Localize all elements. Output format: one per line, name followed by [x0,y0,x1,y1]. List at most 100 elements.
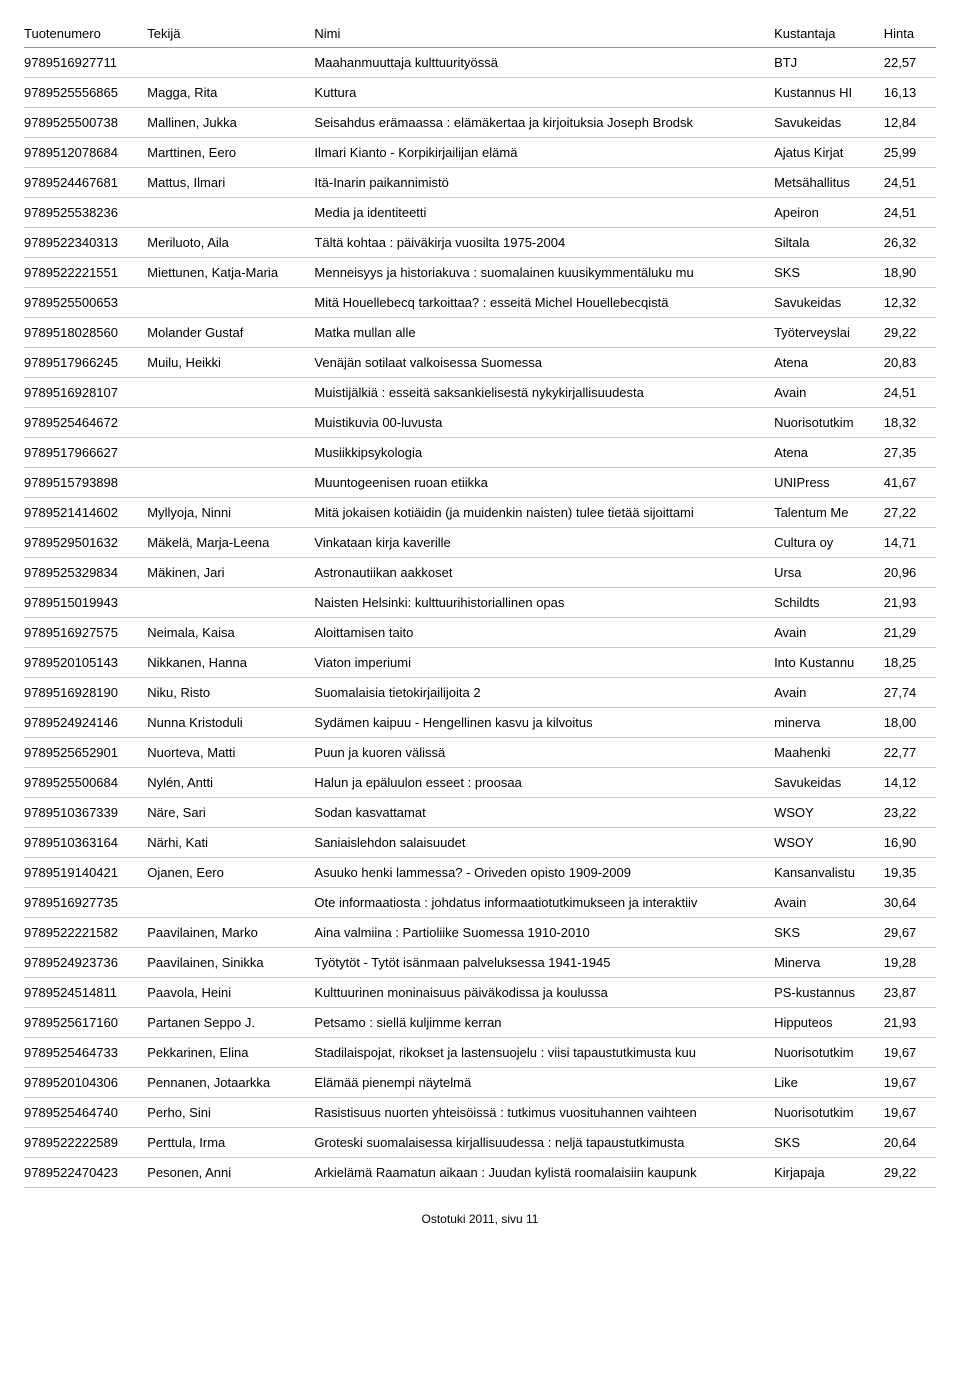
cell-nimi: Sydämen kaipuu - Hengellinen kasvu ja ki… [314,708,774,738]
cell-tekija: Mäkelä, Marja-Leena [147,528,314,558]
cell-kustantaja: Siltala [774,228,884,258]
cell-tuotenumero: 9789525464672 [24,408,147,438]
cell-kustantaja: Nuorisotutkim [774,1038,884,1068]
table-row: 9789525617160Partanen Seppo J.Petsamo : … [24,1008,936,1038]
table-row: 9789525556865Magga, RitaKutturaKustannus… [24,78,936,108]
cell-nimi: Venäjän sotilaat valkoisessa Suomessa [314,348,774,378]
cell-tekija: Mäkinen, Jari [147,558,314,588]
cell-tekija: Perttula, Irma [147,1128,314,1158]
cell-tuotenumero: 9789518028560 [24,318,147,348]
header-nimi: Nimi [314,20,774,48]
cell-tekija: Neimala, Kaisa [147,618,314,648]
cell-kustantaja: Avain [774,378,884,408]
cell-hinta: 19,67 [884,1098,936,1128]
cell-tuotenumero: 9789522221551 [24,258,147,288]
table-row: 9789525652901Nuorteva, MattiPuun ja kuor… [24,738,936,768]
cell-nimi: Saniaislehdon salaisuudet [314,828,774,858]
cell-hinta: 26,32 [884,228,936,258]
cell-tekija: Nylén, Antti [147,768,314,798]
cell-hinta: 19,67 [884,1038,936,1068]
cell-nimi: Stadilaispojat, rikokset ja lastensuojel… [314,1038,774,1068]
cell-tekija [147,408,314,438]
cell-tuotenumero: 9789516927575 [24,618,147,648]
cell-tekija: Mallinen, Jukka [147,108,314,138]
cell-tuotenumero: 9789510363164 [24,828,147,858]
cell-kustantaja: Talentum Me [774,498,884,528]
cell-tuotenumero: 9789510367339 [24,798,147,828]
cell-kustantaja: Apeiron [774,198,884,228]
cell-nimi: Puun ja kuoren välissä [314,738,774,768]
cell-hinta: 14,71 [884,528,936,558]
cell-tekija: Niku, Risto [147,678,314,708]
table-row: 9789525538236Media ja identiteettiApeiro… [24,198,936,228]
cell-tekija: Muilu, Heikki [147,348,314,378]
cell-nimi: Groteski suomalaisessa kirjallisuudessa … [314,1128,774,1158]
table-row: 9789525464733Pekkarinen, ElinaStadilaisp… [24,1038,936,1068]
cell-nimi: Itä-Inarin paikannimistö [314,168,774,198]
cell-tuotenumero: 9789522470423 [24,1158,147,1188]
cell-tuotenumero: 9789525464733 [24,1038,147,1068]
cell-tekija: Marttinen, Eero [147,138,314,168]
table-row: 9789522340313Meriluoto, AilaTältä kohtaa… [24,228,936,258]
cell-tekija: Myllyoja, Ninni [147,498,314,528]
table-row: 9789522222589Perttula, IrmaGroteski suom… [24,1128,936,1158]
cell-kustantaja: Like [774,1068,884,1098]
cell-tuotenumero: 9789525617160 [24,1008,147,1038]
table-row: 9789510367339Näre, SariSodan kasvattamat… [24,798,936,828]
cell-tekija: Paavilainen, Sinikka [147,948,314,978]
cell-tekija [147,888,314,918]
cell-tuotenumero: 9789512078684 [24,138,147,168]
cell-tuotenumero: 9789516927735 [24,888,147,918]
cell-hinta: 12,32 [884,288,936,318]
cell-hinta: 16,90 [884,828,936,858]
cell-kustantaja: SKS [774,1128,884,1158]
cell-hinta: 27,22 [884,498,936,528]
cell-hinta: 24,51 [884,168,936,198]
table-row: 9789522221551Miettunen, Katja-MariaMenne… [24,258,936,288]
table-row: 9789522470423Pesonen, AnniArkielämä Raam… [24,1158,936,1188]
cell-nimi: Työtytöt - Tytöt isänmaan palveluksessa … [314,948,774,978]
cell-tuotenumero: 9789525500738 [24,108,147,138]
cell-tekija: Mattus, Ilmari [147,168,314,198]
cell-hinta: 21,93 [884,1008,936,1038]
table-row: 9789512078684Marttinen, EeroIlmari Kiant… [24,138,936,168]
cell-nimi: Rasistisuus nuorten yhteisöissä : tutkim… [314,1098,774,1128]
table-row: 9789522221582Paavilainen, MarkoAina valm… [24,918,936,948]
header-kustantaja: Kustantaja [774,20,884,48]
cell-nimi: Naisten Helsinki: kulttuurihistorialline… [314,588,774,618]
cell-tekija [147,588,314,618]
table-row: 9789521414602Myllyoja, NinniMitä jokaise… [24,498,936,528]
cell-hinta: 29,67 [884,918,936,948]
table-row: 9789517966245Muilu, HeikkiVenäjän sotila… [24,348,936,378]
table-row: 9789517966627MusiikkipsykologiaAtena27,3… [24,438,936,468]
cell-nimi: Asuuko henki lammessa? - Oriveden opisto… [314,858,774,888]
table-row: 9789529501632Mäkelä, Marja-LeenaVinkataa… [24,528,936,558]
cell-tuotenumero: 9789515019943 [24,588,147,618]
cell-kustantaja: Työterveyslai [774,318,884,348]
cell-nimi: Muistikuvia 00-luvusta [314,408,774,438]
cell-hinta: 24,51 [884,198,936,228]
header-tekija: Tekijä [147,20,314,48]
cell-nimi: Menneisyys ja historiakuva : suomalainen… [314,258,774,288]
cell-tuotenumero: 9789516928107 [24,378,147,408]
cell-kustantaja: Nuorisotutkim [774,1098,884,1128]
cell-nimi: Vinkataan kirja kaverille [314,528,774,558]
cell-tekija [147,378,314,408]
cell-tuotenumero: 9789524514811 [24,978,147,1008]
cell-nimi: Sodan kasvattamat [314,798,774,828]
cell-tuotenumero: 9789525556865 [24,78,147,108]
cell-hinta: 27,35 [884,438,936,468]
cell-hinta: 16,13 [884,78,936,108]
cell-tuotenumero: 9789520105143 [24,648,147,678]
cell-hinta: 22,57 [884,48,936,78]
cell-nimi: Media ja identiteetti [314,198,774,228]
cell-hinta: 19,28 [884,948,936,978]
cell-nimi: Arkielämä Raamatun aikaan : Juudan kylis… [314,1158,774,1188]
table-row: 9789516928107Muistijälkiä : esseitä saks… [24,378,936,408]
cell-kustantaja: Kansanvalistu [774,858,884,888]
cell-kustantaja: SKS [774,258,884,288]
cell-hinta: 14,12 [884,768,936,798]
cell-kustantaja: Kirjapaja [774,1158,884,1188]
table-body: 9789516927711Maahanmuuttaja kulttuurityö… [24,48,936,1188]
cell-nimi: Maahanmuuttaja kulttuurityössä [314,48,774,78]
